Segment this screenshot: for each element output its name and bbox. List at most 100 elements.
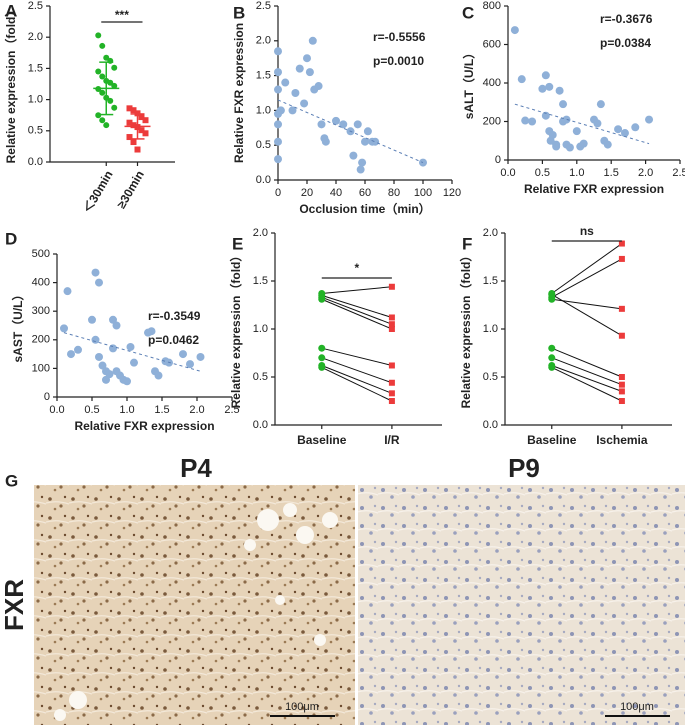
x-tick-label: 1.0 bbox=[119, 404, 134, 416]
x-tick-label: 1.5 bbox=[154, 404, 169, 416]
point bbox=[356, 165, 365, 174]
pair-line bbox=[551, 347, 623, 378]
point bbox=[388, 326, 395, 332]
y-tick-label: 300 bbox=[32, 305, 50, 317]
x-tick-label: 120 bbox=[443, 187, 461, 199]
point bbox=[538, 84, 547, 93]
y-tick-label: 800 bbox=[483, 0, 501, 12]
point bbox=[134, 146, 141, 153]
y-tick-label: 0.0 bbox=[253, 419, 268, 431]
point bbox=[303, 54, 311, 63]
scale-label: 100μm bbox=[620, 701, 654, 713]
point bbox=[321, 137, 330, 146]
pair-line bbox=[321, 365, 393, 394]
point bbox=[388, 379, 395, 386]
point bbox=[130, 358, 138, 367]
y-tick-label: 2.0 bbox=[483, 227, 498, 239]
y-tick-label: 1.5 bbox=[483, 275, 498, 287]
vacuoles bbox=[54, 503, 338, 721]
point bbox=[196, 352, 205, 361]
x-axis-title: Relative FXR expression bbox=[524, 182, 664, 196]
point bbox=[154, 371, 163, 380]
pair-line bbox=[551, 365, 623, 392]
pair-line bbox=[321, 294, 393, 318]
y-tick-label: 1.5 bbox=[28, 62, 43, 74]
pair-line bbox=[321, 366, 393, 402]
point bbox=[618, 240, 625, 247]
point bbox=[111, 82, 118, 89]
y-tick-label: 200 bbox=[32, 334, 50, 346]
panel-label: C bbox=[462, 3, 474, 22]
point bbox=[274, 47, 282, 56]
panel-label: F bbox=[462, 234, 472, 253]
point bbox=[126, 105, 133, 112]
annotation: r=-0.3549 bbox=[148, 309, 201, 323]
y-axis-title: sAST（U/L） bbox=[10, 288, 25, 362]
column-label: P4 bbox=[180, 453, 212, 483]
y-tick-label: 0.0 bbox=[28, 156, 43, 168]
x-tick-label: Baseline bbox=[527, 433, 577, 447]
y-tick-label: 1.5 bbox=[256, 70, 271, 82]
y-tick-label: 1.0 bbox=[253, 323, 268, 335]
y-tick-label: 2.0 bbox=[256, 35, 271, 47]
point bbox=[349, 151, 358, 160]
point bbox=[95, 112, 102, 119]
x-tick-label: 0.5 bbox=[535, 167, 550, 179]
trend-line bbox=[277, 99, 424, 164]
point bbox=[388, 321, 395, 328]
x-tick-label: 2.0 bbox=[189, 404, 204, 416]
point bbox=[99, 117, 106, 124]
point bbox=[517, 75, 526, 84]
point bbox=[274, 120, 282, 129]
pair-line bbox=[551, 357, 623, 386]
point bbox=[545, 82, 554, 91]
pair-line bbox=[551, 243, 623, 294]
point bbox=[562, 115, 571, 124]
x-tick-label: 2.0 bbox=[638, 167, 653, 179]
pair-line bbox=[321, 298, 393, 330]
point bbox=[147, 327, 156, 336]
row-label: FXR bbox=[0, 579, 29, 631]
y-tick-label: 0.5 bbox=[483, 371, 498, 383]
point bbox=[274, 85, 282, 94]
y-tick-label: 0 bbox=[495, 154, 501, 166]
x-axis-title: Relative FXR expression bbox=[74, 419, 214, 433]
pair-line bbox=[321, 296, 393, 325]
point bbox=[91, 268, 100, 277]
point bbox=[99, 42, 106, 49]
point bbox=[95, 32, 102, 39]
y-tick-label: 0 bbox=[44, 391, 50, 403]
point bbox=[276, 106, 285, 115]
point bbox=[645, 115, 654, 124]
y-tick-label: 200 bbox=[483, 115, 501, 127]
point bbox=[314, 82, 323, 91]
point bbox=[388, 390, 395, 397]
point bbox=[620, 129, 629, 138]
point bbox=[618, 374, 625, 380]
point bbox=[548, 363, 556, 371]
pair-line bbox=[551, 366, 623, 402]
point bbox=[579, 139, 588, 148]
panel-label: G bbox=[5, 471, 18, 490]
y-axis-title: Relative expression（fold） bbox=[458, 250, 473, 409]
point bbox=[107, 57, 114, 64]
point bbox=[363, 127, 372, 136]
point bbox=[138, 114, 145, 121]
point bbox=[291, 89, 300, 97]
y-axis-title: Relative expression（fold） bbox=[228, 250, 243, 409]
y-tick-label: 0.0 bbox=[483, 419, 498, 431]
point bbox=[593, 119, 602, 128]
annotation: r=-0.3676 bbox=[600, 12, 653, 26]
x-tick-label: 1.5 bbox=[604, 167, 619, 179]
image-p9 bbox=[358, 485, 685, 725]
point bbox=[109, 344, 117, 353]
point bbox=[631, 123, 640, 132]
point bbox=[142, 130, 149, 137]
point bbox=[618, 398, 625, 404]
x-tick-label: 40 bbox=[330, 187, 342, 199]
point bbox=[95, 352, 103, 361]
point bbox=[95, 278, 103, 287]
y-tick-label: 2.5 bbox=[256, 0, 271, 12]
pair-line bbox=[321, 357, 393, 384]
point bbox=[521, 116, 530, 125]
